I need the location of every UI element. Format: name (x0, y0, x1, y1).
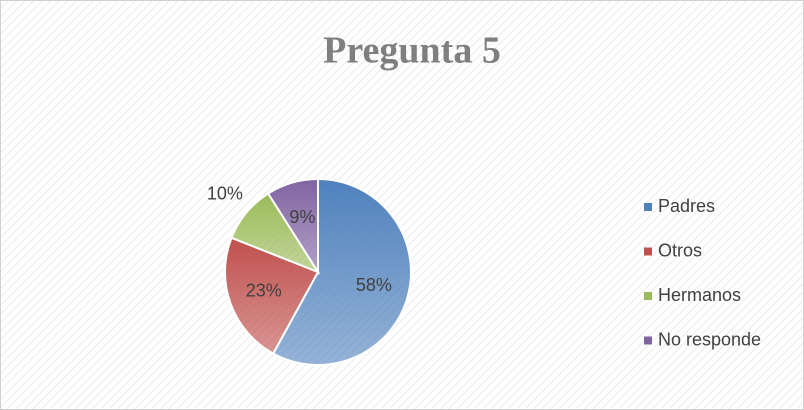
data-label: 9% (289, 207, 315, 227)
pie-slice (271, 177, 412, 366)
legend-label: No responde (658, 329, 761, 349)
legend-marker (644, 247, 652, 256)
data-label: 58% (356, 275, 392, 295)
legend-marker (644, 336, 652, 345)
data-label: 10% (207, 184, 243, 204)
chart-title: Pregunta 5 (323, 30, 501, 72)
pie-slice (224, 236, 320, 355)
legend-label: Padres (658, 196, 715, 216)
legend-marker (644, 292, 652, 300)
legend-label: Hermanos (658, 285, 741, 305)
pie-slice (266, 177, 319, 276)
legend-marker (644, 203, 652, 211)
data-label: 23% (246, 280, 282, 300)
legend-label: Otros (658, 240, 702, 260)
